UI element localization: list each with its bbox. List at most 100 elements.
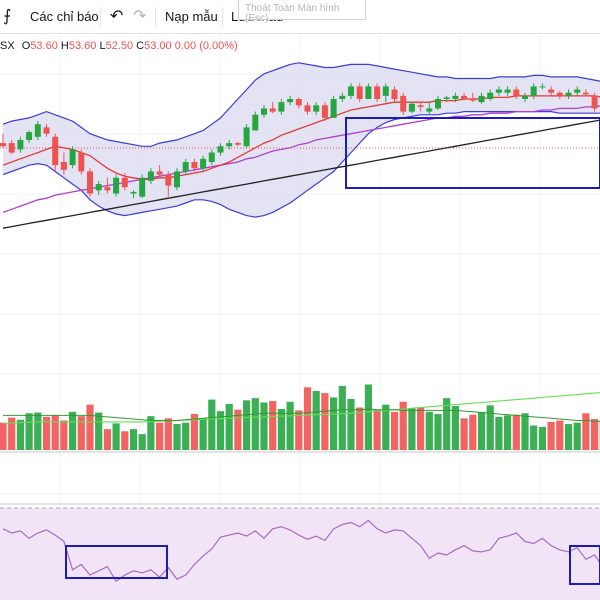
volume-bar <box>364 384 372 450</box>
candle <box>426 108 433 112</box>
toolbar-divider <box>155 7 156 27</box>
candle <box>400 95 407 112</box>
volume-bar <box>156 422 164 450</box>
candle <box>452 95 459 99</box>
candle <box>95 184 102 191</box>
volume-bar <box>0 422 7 450</box>
volume-bar <box>42 416 51 450</box>
candle <box>130 191 137 194</box>
candle <box>461 95 468 99</box>
volume-bar <box>190 414 198 450</box>
candle <box>191 162 198 169</box>
candle <box>139 177 146 197</box>
candle <box>556 92 563 96</box>
volume-bar <box>95 412 103 450</box>
moving-average-purple <box>2 105 600 214</box>
candle <box>513 89 520 96</box>
bollinger-upper-line <box>2 62 600 147</box>
annotation-box-rsi-low-right <box>569 545 600 585</box>
volume-bar <box>556 420 564 450</box>
candle <box>435 99 441 109</box>
volume-bar <box>234 409 242 450</box>
candle <box>243 127 250 147</box>
volume-bar <box>25 413 33 450</box>
candle <box>17 139 24 150</box>
annotation-box-rsi-low <box>65 545 168 579</box>
high-value: 53.60 <box>68 40 97 52</box>
open-label: O <box>21 40 31 52</box>
symbol-label: SX <box>0 40 15 52</box>
volume-bar <box>477 411 486 450</box>
volume-bar <box>338 385 346 450</box>
volume-bar <box>512 414 520 450</box>
volume-bar <box>8 417 16 450</box>
high-label: H <box>60 40 69 52</box>
candle <box>348 86 354 96</box>
volume-bar <box>147 416 155 450</box>
volume-bar <box>243 400 251 450</box>
candle <box>121 177 128 188</box>
fullscreen-tooltip-text: Thoát Toàn Màn hình <box>245 3 340 14</box>
candle <box>313 105 320 112</box>
chart-canvas[interactable] <box>0 34 600 600</box>
volume-bar <box>521 413 529 450</box>
volume-bar <box>251 398 259 450</box>
volume-bar <box>382 404 390 450</box>
volume-bar <box>460 418 468 450</box>
volume-bar <box>451 406 459 450</box>
volume-bar <box>321 393 329 450</box>
candle <box>478 95 485 103</box>
volume-bar <box>103 429 111 450</box>
volume-bar <box>286 401 294 450</box>
candle <box>582 92 589 95</box>
volume-ma-dark <box>3 408 600 422</box>
volume-bar <box>303 387 312 450</box>
candle <box>382 86 389 96</box>
volume-bar <box>208 399 216 450</box>
redo-icon[interactable]: ↷ <box>133 8 147 25</box>
volume-bar <box>504 415 512 450</box>
volume-bar <box>330 397 338 450</box>
volume-bar <box>469 414 477 450</box>
candle <box>408 103 415 112</box>
volume-bar <box>112 423 120 450</box>
moving-average-black <box>2 119 600 229</box>
candle <box>304 105 311 112</box>
volume-bar <box>547 421 555 450</box>
close-label: C <box>136 40 145 52</box>
candle <box>269 108 276 112</box>
volume-bar <box>69 411 77 450</box>
toolbar-divider <box>100 7 101 27</box>
volume-bar <box>216 411 225 450</box>
template-button[interactable]: Nạp mẫu <box>165 9 218 24</box>
volume-bar <box>417 407 425 450</box>
candle <box>52 136 59 166</box>
fullscreen-tooltip: Thoát Toàn Màn hình (Esc) <box>238 0 366 24</box>
candle <box>43 127 50 134</box>
candle <box>8 143 15 153</box>
bollinger-lower-line <box>2 111 600 218</box>
candle <box>226 143 233 147</box>
volume-bar <box>564 424 573 450</box>
volume-bar <box>538 426 546 450</box>
volume-bar <box>277 408 285 450</box>
toolbar-divider <box>222 7 223 27</box>
candle <box>234 143 241 145</box>
volume-bar <box>34 412 42 450</box>
indicators-icon[interactable]: ⨍ <box>3 8 12 25</box>
rsi-band <box>0 508 600 600</box>
candle <box>417 105 424 107</box>
volume-bar <box>312 390 320 450</box>
undo-icon[interactable]: ↶ <box>110 8 124 25</box>
volume-bar <box>164 418 172 450</box>
volume-bar <box>434 414 442 450</box>
candle <box>469 99 476 101</box>
volume-bar <box>138 434 146 450</box>
candle <box>208 152 215 162</box>
candle <box>113 177 120 194</box>
volume-bar <box>425 411 433 450</box>
volume-ma-light <box>2 392 600 424</box>
indicators-button[interactable]: Các chỉ báo <box>30 9 99 24</box>
candle <box>374 86 381 99</box>
candle <box>487 92 494 99</box>
